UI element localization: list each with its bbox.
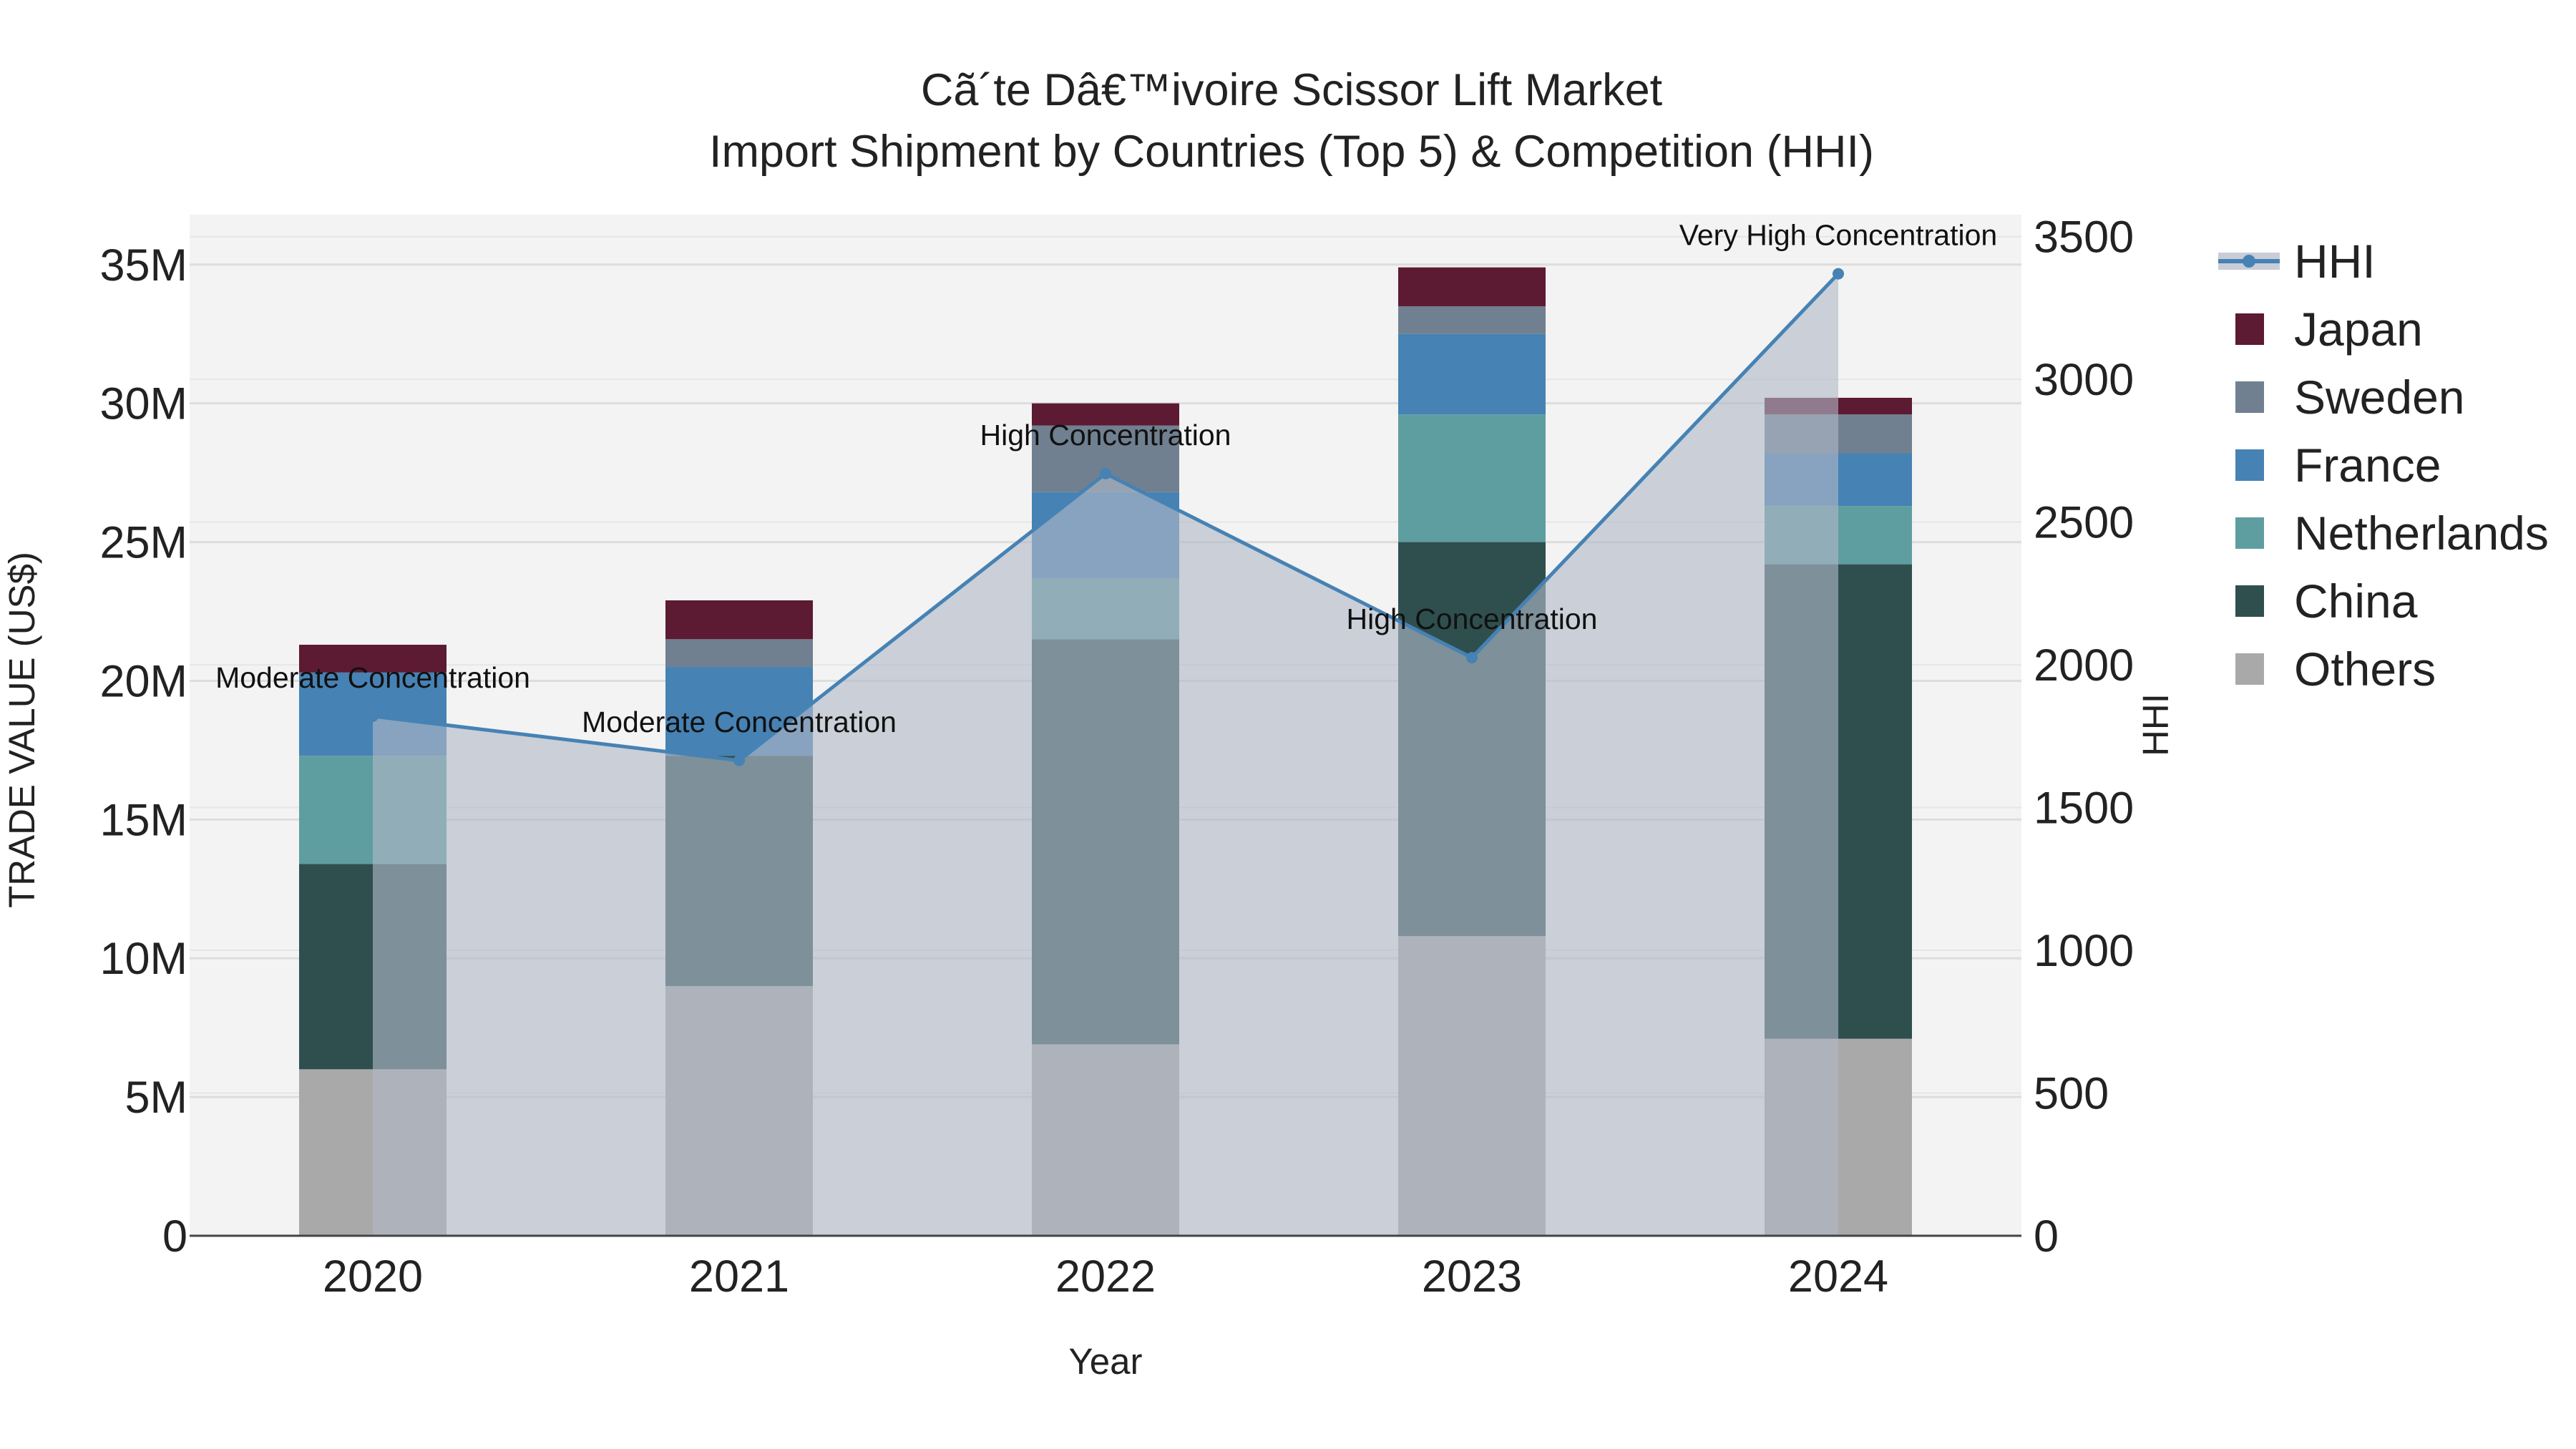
x-axis-title: Year (1068, 1341, 1142, 1382)
hhi-area-fill (373, 273, 1838, 1236)
legend-label-china: China (2294, 575, 2418, 628)
hhi-line-layer (367, 268, 1844, 766)
legend-swatch-china (2235, 585, 2264, 617)
legend-label-japan: Japan (2294, 303, 2423, 356)
y-tick-label: 5M (125, 1073, 187, 1123)
hhi-annotation: High Concentration (1347, 602, 1598, 635)
y-tick-label: 10M (99, 934, 187, 984)
bar-japan-2022 (1032, 403, 1179, 426)
y2-axis-ticks: 0 500 1000 1500 2000 2500 3000 3500 (2034, 213, 2134, 1262)
hhi-area (373, 273, 1838, 1236)
y-tick-label: 30M (99, 379, 187, 429)
bar-sweden-2023 (1398, 306, 1546, 334)
x-axis-ticks: 2020 2021 2022 2023 2024 (323, 1252, 1888, 1302)
bar-japan-2021 (665, 600, 813, 640)
x-tick-label: 2022 (1055, 1252, 1156, 1302)
bar-netherlands-2023 (1398, 414, 1546, 542)
y2-tick-label: 3000 (2034, 355, 2134, 405)
legend-swatch-sweden (2235, 381, 2264, 413)
hhi-point-2024 (1833, 268, 1844, 280)
hhi-annotations: Moderate Concentration Moderate Concentra… (215, 219, 1997, 738)
y-tick-label: 0 (162, 1211, 187, 1262)
legend-swatch-hhi-marker (2243, 255, 2255, 268)
hhi-annotation: Moderate Concentration (215, 661, 530, 694)
y2-tick-label: 1000 (2034, 926, 2134, 976)
x-tick-label: 2024 (1788, 1252, 1888, 1302)
bar-sweden-2021 (665, 639, 813, 668)
hhi-point-2020 (367, 710, 379, 722)
legend-swatch-netherlands (2235, 517, 2264, 549)
hhi-annotation: Very High Concentration (1679, 219, 1997, 252)
legend-swatch-japan (2235, 313, 2264, 345)
y2-tick-label: 0 (2034, 1211, 2059, 1262)
bar-japan-2023 (1398, 267, 1546, 306)
y-axis-title: TRADE VALUE (US$) (1, 552, 42, 908)
y-tick-label: 20M (99, 656, 187, 706)
y2-tick-label: 1500 (2034, 784, 2134, 834)
y2-tick-label: 2000 (2034, 640, 2134, 691)
bar-france-2023 (1398, 333, 1546, 415)
y2-tick-label: 2500 (2034, 498, 2134, 548)
legend-swatch-france (2235, 449, 2264, 481)
bar-japan-2020 (299, 645, 447, 673)
legend-label-netherlands: Netherlands (2294, 507, 2549, 560)
y-tick-label: 15M (99, 795, 187, 845)
hhi-point-2021 (733, 754, 745, 766)
hhi-point-2022 (1100, 467, 1111, 479)
hhi-point-2023 (1466, 652, 1478, 664)
legend-label-sweden: Sweden (2294, 371, 2465, 424)
hhi-annotation: High Concentration (980, 419, 1231, 452)
chart-title: Cã´te Dâ€™ivoire Scissor Lift Market (921, 65, 1663, 115)
x-tick-label: 2021 (689, 1252, 789, 1302)
x-tick-label: 2023 (1422, 1252, 1522, 1302)
y-tick-label: 25M (99, 518, 187, 568)
legend-label-hhi: HHI (2294, 235, 2376, 288)
y-tick-label: 35M (99, 240, 187, 291)
y-axis-ticks: 0 5M 10M 15M 20M 25M 30M 35M (99, 240, 187, 1262)
legend: HHI Japan Sweden France Netherlands China Othe… (2218, 235, 2549, 696)
y2-tick-label: 3500 (2034, 213, 2134, 263)
legend-swatch-others (2235, 653, 2264, 685)
x-tick-label: 2020 (323, 1252, 423, 1302)
legend-label-france: France (2294, 439, 2441, 492)
chart-subtitle: Import Shipment by Countries (Top 5) & C… (709, 127, 1874, 177)
y2-tick-label: 500 (2034, 1069, 2109, 1119)
y2-axis-title: HHI (2135, 693, 2176, 756)
legend-label-others: Others (2294, 643, 2436, 696)
hhi-annotation: Moderate Concentration (582, 706, 897, 738)
